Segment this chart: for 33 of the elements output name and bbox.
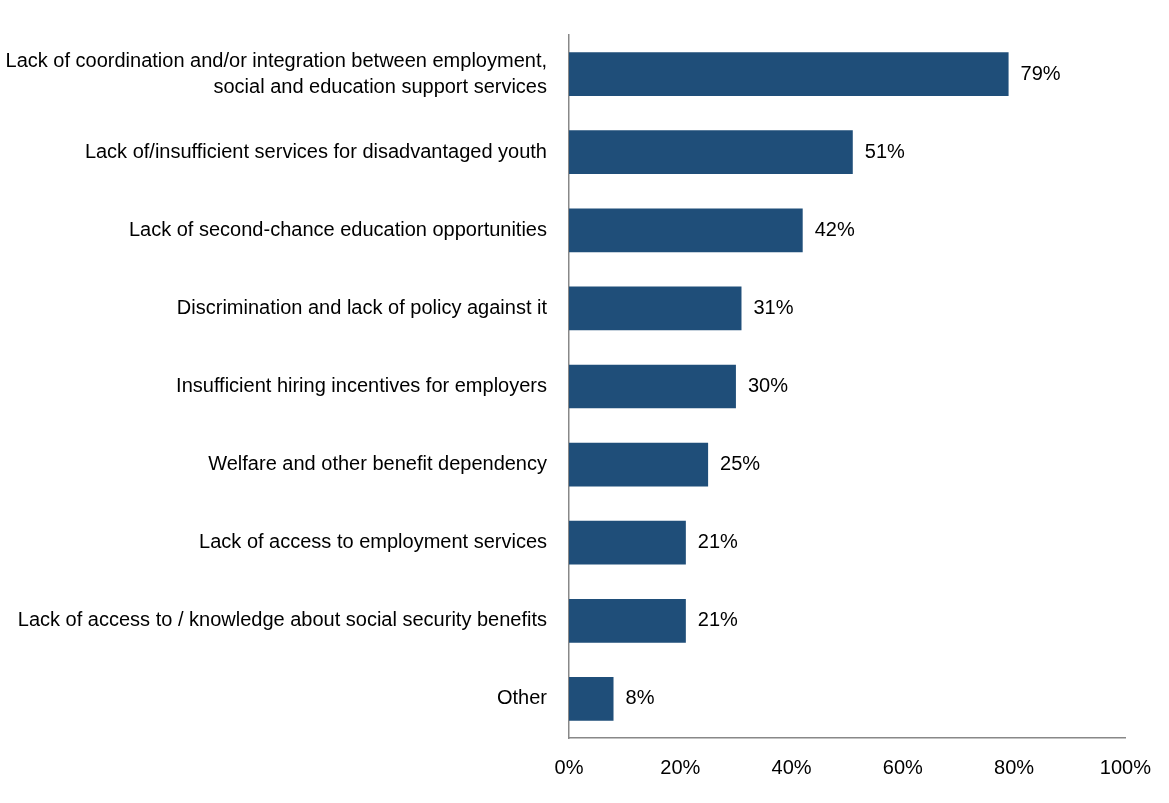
x-tick-label: 40% (771, 755, 812, 778)
bar (569, 286, 742, 331)
data-label: 79% (1020, 61, 1061, 84)
data-label: 21% (697, 530, 739, 553)
y-tick-label: Lack of/insufficient services for disadvantaged youth (84, 139, 547, 162)
data-label: 30% (747, 374, 789, 397)
data-label: 21% (697, 608, 739, 631)
bar (569, 598, 686, 643)
bar (569, 364, 736, 409)
bar (569, 442, 709, 487)
bar (569, 52, 1009, 96)
y-tick-label: Welfare and other benefit dependency (208, 452, 547, 475)
y-tick-label: Lack of access to employment services (199, 530, 547, 553)
data-label: 25% (720, 452, 761, 475)
x-tick-label: 80% (994, 755, 1035, 778)
bar (569, 130, 853, 175)
bar (569, 677, 614, 721)
bar (569, 520, 686, 565)
data-label: 31% (753, 295, 794, 318)
y-tick-label: Other (496, 686, 548, 709)
y-tick-label: Discrimination and lack of policy against it (176, 295, 548, 318)
data-label: 42% (814, 217, 855, 240)
x-tick-label: 100% (1099, 755, 1152, 778)
data-label: 51% (864, 139, 906, 162)
bar (569, 208, 803, 253)
y-tick-label: Lack of coordination and/or integration between employment, social and education support services (5, 48, 547, 97)
y-tick-label: Lack of access to / knowledge about social security benefits (17, 608, 547, 631)
x-tick-label: 0% (554, 755, 584, 778)
x-tick-label: 60% (882, 755, 924, 778)
y-tick-label: Insufficient hiring incentives for employers (176, 374, 547, 397)
data-label: 8% (625, 686, 655, 709)
x-tick-label: 20% (660, 755, 701, 778)
y-tick-label: Lack of second-chance education opportunities (128, 217, 547, 240)
